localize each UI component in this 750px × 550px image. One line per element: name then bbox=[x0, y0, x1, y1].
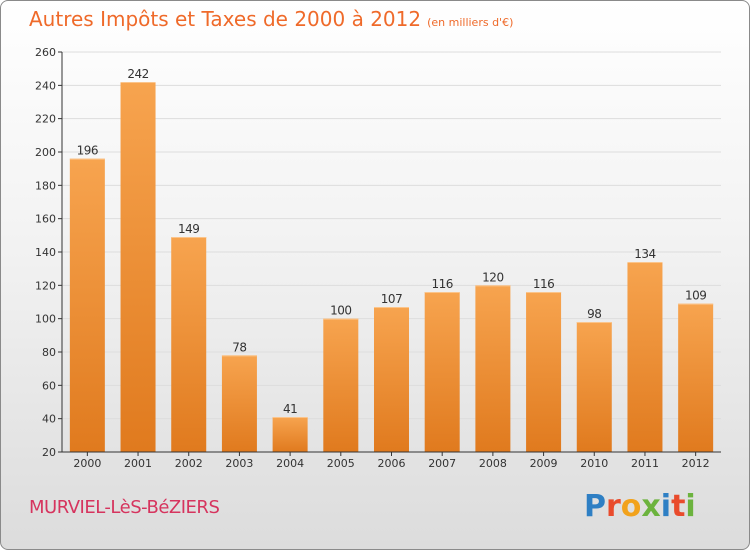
y-tick-label: 60 bbox=[42, 379, 56, 392]
axis-layer: 20 40 60 80 100 120 140 160 180 200 220 240 260 2000 2… bbox=[35, 46, 721, 470]
y-tick-label: 160 bbox=[35, 213, 56, 226]
y-tick-label: 120 bbox=[35, 279, 56, 292]
bar-value-label: 78 bbox=[232, 340, 246, 354]
x-tick-label: 2005 bbox=[327, 457, 355, 470]
bar-value-label: 120 bbox=[482, 270, 503, 284]
y-tick-label: 100 bbox=[35, 313, 56, 326]
chart-title-text: Autres Impôts et Taxes de 2000 à 2012 bbox=[29, 7, 422, 31]
bar bbox=[221, 355, 257, 452]
bar bbox=[627, 262, 663, 452]
chart-title: Autres Impôts et Taxes de 2000 à 2012 (en… bbox=[29, 7, 513, 31]
y-tick-label: 80 bbox=[42, 346, 56, 359]
x-tick-label: 2008 bbox=[479, 457, 507, 470]
x-tick-label: 2002 bbox=[175, 457, 203, 470]
x-tick-label: 2010 bbox=[580, 457, 608, 470]
bar bbox=[576, 322, 612, 452]
bar-value-label: 196 bbox=[77, 144, 98, 158]
bar-layer: 196 242 149 78 41 100 107 116 120 116 98 134 109 bbox=[69, 67, 714, 452]
y-tick-label: 20 bbox=[42, 446, 56, 459]
bar-value-label: 100 bbox=[330, 304, 351, 318]
bar bbox=[323, 318, 359, 452]
bar-value-label: 109 bbox=[685, 289, 706, 303]
bar-value-label: 41 bbox=[283, 402, 297, 416]
commune-name: MURVIEL-LèS-BéZIERS bbox=[29, 497, 220, 518]
logo-letter: P bbox=[584, 489, 606, 524]
bar bbox=[120, 82, 156, 452]
x-tick-label: 2009 bbox=[530, 457, 558, 470]
bar bbox=[272, 417, 308, 452]
logo-letter: i bbox=[685, 489, 696, 524]
bar-value-label: 149 bbox=[178, 222, 199, 236]
chart-subtitle: (en milliers d'€) bbox=[427, 16, 514, 29]
logo-letter: i bbox=[660, 489, 672, 524]
bar bbox=[678, 303, 714, 452]
logo-letter: o bbox=[620, 489, 642, 524]
y-tick-label: 180 bbox=[35, 179, 56, 192]
x-tick-label: 2007 bbox=[428, 457, 456, 470]
bar-value-label: 107 bbox=[381, 292, 402, 306]
logo-letter: x bbox=[641, 489, 661, 524]
bar bbox=[69, 158, 105, 452]
bar bbox=[374, 307, 409, 452]
x-tick-label: 2003 bbox=[225, 457, 253, 470]
bar-value-label: 116 bbox=[533, 277, 554, 291]
logo-letter: r bbox=[606, 489, 621, 524]
bar-value-label: 242 bbox=[127, 67, 148, 81]
y-tick-label: 140 bbox=[35, 246, 56, 259]
bar-value-label: 116 bbox=[431, 277, 452, 291]
y-tick-label: 40 bbox=[42, 413, 56, 426]
y-tick-label: 200 bbox=[35, 146, 56, 159]
x-tick-label: 2000 bbox=[73, 457, 101, 470]
x-tick-label: 2011 bbox=[631, 457, 659, 470]
x-tick-label: 2006 bbox=[378, 457, 406, 470]
y-tick-label: 240 bbox=[35, 79, 56, 92]
x-tick-label: 2012 bbox=[682, 457, 710, 470]
y-tick-label: 260 bbox=[35, 46, 56, 59]
y-tick-label: 220 bbox=[35, 113, 56, 126]
logo-letter: t bbox=[671, 489, 686, 524]
x-tick-label: 2004 bbox=[276, 457, 304, 470]
proxiti-logo: Proxiti bbox=[584, 489, 696, 524]
bar bbox=[171, 237, 207, 452]
bar-value-label: 134 bbox=[634, 247, 655, 261]
x-tick-label: 2001 bbox=[124, 457, 152, 470]
bar bbox=[475, 285, 511, 452]
bar bbox=[526, 292, 562, 452]
bar bbox=[424, 292, 460, 452]
bar-value-label: 98 bbox=[587, 307, 601, 321]
